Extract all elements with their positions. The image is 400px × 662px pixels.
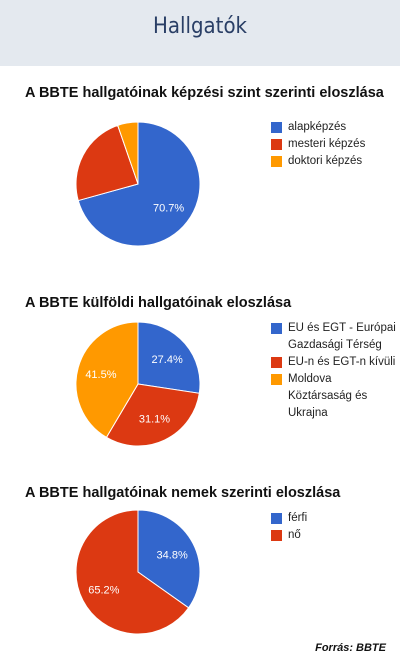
- legend-label: nő: [288, 529, 301, 541]
- legend-item[interactable]: mesteri képzés: [271, 136, 396, 153]
- pie-slice[interactable]: [75, 124, 139, 202]
- chart-legend: férfi nő: [271, 510, 396, 544]
- legend-label: Moldova Köztársaság és Ukrajna: [288, 373, 368, 419]
- slice-label: 34.8%: [157, 549, 188, 561]
- pie-slice[interactable]: [75, 321, 139, 439]
- legend-item[interactable]: Moldova Köztársaság és Ukrajna: [271, 371, 396, 422]
- page-header: Hallgatók: [0, 0, 400, 66]
- legend-item[interactable]: EU és EGT - Európai Gazdasági Térség: [271, 320, 396, 354]
- legend-swatch: [271, 139, 282, 150]
- pie-slice[interactable]: [105, 383, 200, 447]
- chart-legend: EU és EGT - Európai Gazdasági Térség EU-n…: [271, 320, 396, 422]
- legend-swatch: [271, 530, 282, 541]
- pie-slice[interactable]: [75, 509, 190, 635]
- legend-item[interactable]: alapképzés: [271, 119, 396, 136]
- legend-label: EU-n és EGT-n kívüli: [288, 356, 396, 368]
- legend-item[interactable]: doktori képzés: [271, 153, 396, 170]
- source-note: Forrás: BBTE: [315, 642, 386, 654]
- page-title: Hallgatók: [152, 14, 248, 39]
- legend-item[interactable]: férfi: [271, 510, 396, 527]
- legend-item[interactable]: nő: [271, 527, 396, 544]
- chart-title: A BBTE hallgatóinak képzési szint szerin…: [25, 85, 384, 101]
- legend-label: doktori képzés: [288, 155, 363, 167]
- legend-label: férfi: [288, 512, 308, 524]
- slice-label: 31.1%: [139, 414, 170, 426]
- legend-swatch: [271, 374, 282, 385]
- pie-slice[interactable]: [137, 321, 201, 394]
- pie-slice[interactable]: [77, 121, 201, 247]
- legend-swatch: [271, 513, 282, 524]
- slice-label: 41.5%: [85, 369, 116, 381]
- legend-label: alapképzés: [288, 121, 347, 133]
- slice-label: 27.4%: [152, 354, 183, 366]
- slice-label: 65.2%: [88, 585, 119, 597]
- pie-slice[interactable]: [117, 121, 139, 185]
- legend-label: EU és EGT - Európai Gazdasági Térség: [288, 322, 396, 351]
- legend-swatch: [271, 156, 282, 167]
- chart-title: A BBTE hallgatóinak nemek szerinti elosz…: [25, 485, 341, 501]
- slice-label: 70.7%: [153, 202, 184, 214]
- legend-label: mesteri képzés: [288, 138, 366, 150]
- legend-item[interactable]: EU-n és EGT-n kívüli: [271, 354, 396, 371]
- pie-slice[interactable]: [137, 509, 201, 609]
- chart-legend: alapképzés mesteri képzés doktori képzés: [271, 119, 396, 170]
- chart-title: A BBTE külföldi hallgatóinak eloszlása: [25, 295, 292, 311]
- legend-swatch: [271, 323, 282, 334]
- legend-swatch: [271, 357, 282, 368]
- legend-swatch: [271, 122, 282, 133]
